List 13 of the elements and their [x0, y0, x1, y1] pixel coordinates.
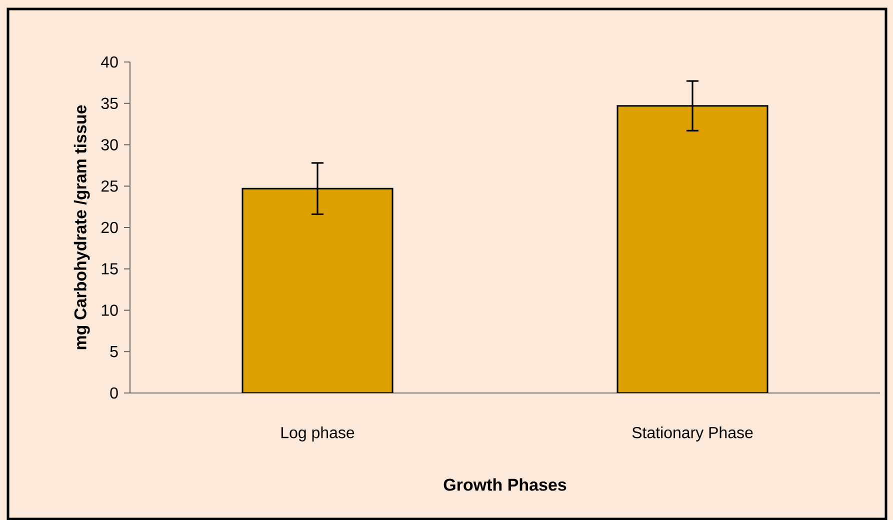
x-tick-label: Stationary Phase — [632, 426, 753, 442]
x-axis-title: Growth Phases — [444, 478, 566, 491]
y-tick-label: 15 — [102, 263, 118, 274]
y-tick-label: 40 — [101, 56, 118, 68]
y-tick-label: 10 — [102, 304, 118, 316]
y-tick-label: 25 — [101, 180, 118, 192]
y-tick-label: 30 — [101, 139, 118, 150]
y-tick-label: 5 — [110, 346, 118, 358]
x-tick-label: Log phase — [281, 426, 354, 442]
y-axis-title: mg Carbohydrate /gram tissue — [74, 105, 90, 350]
y-tick-label: 20 — [101, 222, 118, 234]
y-tick-label: 0 — [110, 387, 118, 399]
y-tick-label: 35 — [101, 98, 118, 110]
